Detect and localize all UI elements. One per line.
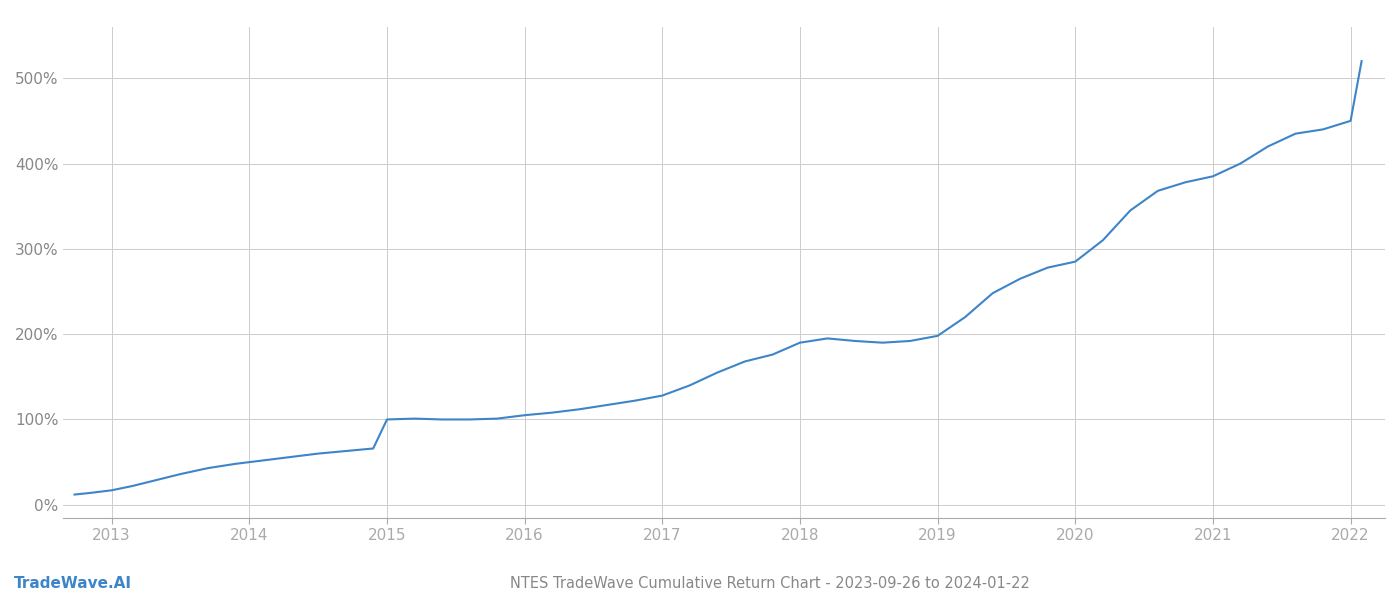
Text: TradeWave.AI: TradeWave.AI (14, 576, 132, 591)
Text: NTES TradeWave Cumulative Return Chart - 2023-09-26 to 2024-01-22: NTES TradeWave Cumulative Return Chart -… (510, 576, 1030, 591)
